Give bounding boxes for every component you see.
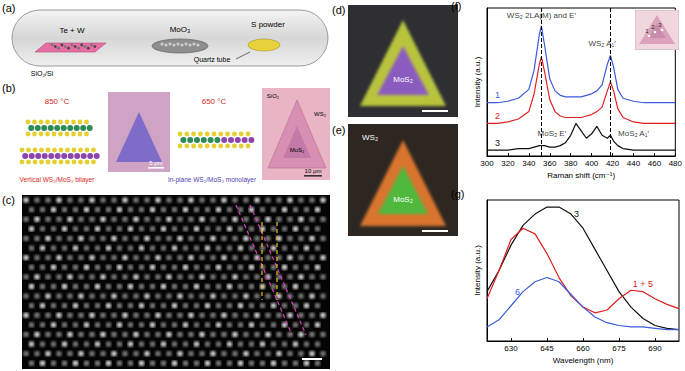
svg-text:2: 2 bbox=[495, 111, 500, 121]
svg-text:6: 6 bbox=[515, 287, 520, 297]
svg-text:630: 630 bbox=[504, 344, 518, 353]
svg-text:690: 690 bbox=[648, 344, 662, 353]
svg-text:480: 480 bbox=[669, 159, 683, 168]
svg-text:Vertical WS₂/MoS₂ bilayer: Vertical WS₂/MoS₂ bilayer bbox=[20, 176, 96, 184]
svg-text:1: 1 bbox=[495, 90, 500, 100]
svg-text:MoS₂ A₁′: MoS₂ A₁′ bbox=[618, 129, 649, 138]
svg-text:MoS₂: MoS₂ bbox=[290, 147, 305, 153]
svg-text:WS₂: WS₂ bbox=[314, 111, 327, 117]
svg-text:In-plane WS₂/MoS₂ monolayer: In-plane WS₂/MoS₂ monolayer bbox=[168, 176, 257, 184]
svg-text:WS₂: WS₂ bbox=[362, 133, 378, 142]
svg-text:(b): (b) bbox=[2, 82, 15, 94]
svg-text:(a): (a) bbox=[2, 2, 15, 14]
svg-text:400: 400 bbox=[585, 159, 599, 168]
svg-text:SiO₂: SiO₂ bbox=[267, 93, 280, 99]
html-text:(f): (f) bbox=[451, 0, 462, 12]
svg-text:3: 3 bbox=[495, 138, 500, 148]
svg-text:360: 360 bbox=[543, 159, 557, 168]
svg-text:850 °C: 850 °C bbox=[45, 97, 70, 106]
svg-text:Intensity (a.u.): Intensity (a.u.) bbox=[473, 245, 482, 296]
svg-text:675: 675 bbox=[612, 344, 626, 353]
svg-text:340: 340 bbox=[522, 159, 536, 168]
svg-text:Wavelength (nm): Wavelength (nm) bbox=[553, 356, 614, 365]
svg-text:MoS₂ E′: MoS₂ E′ bbox=[537, 129, 567, 139]
svg-text:Quartz tube: Quartz tube bbox=[194, 56, 231, 64]
svg-text:460: 460 bbox=[648, 159, 662, 168]
svg-text:Te + W: Te + W bbox=[59, 26, 85, 35]
svg-text:1 + 5: 1 + 5 bbox=[633, 279, 653, 289]
svg-text:Intensity (a.u.): Intensity (a.u.) bbox=[473, 56, 482, 107]
svg-text:3: 3 bbox=[658, 22, 662, 28]
svg-text:(c): (c) bbox=[2, 194, 15, 206]
svg-text:Raman shift (cm⁻¹): Raman shift (cm⁻¹) bbox=[547, 171, 615, 180]
svg-text:440: 440 bbox=[627, 159, 641, 168]
svg-text:320: 320 bbox=[501, 159, 515, 168]
html-text:(g): (g) bbox=[451, 188, 465, 200]
svg-text:WS₂ A₁′: WS₂ A₁′ bbox=[588, 39, 616, 48]
svg-text:(e): (e) bbox=[332, 124, 345, 136]
svg-text:MoO₃: MoO₃ bbox=[170, 25, 191, 34]
svg-text:10 μm: 10 μm bbox=[305, 168, 322, 174]
svg-text:5 μm: 5 μm bbox=[149, 160, 162, 166]
svg-text:3: 3 bbox=[574, 209, 579, 219]
svg-text:1: 1 bbox=[645, 28, 649, 34]
svg-text:645: 645 bbox=[540, 344, 554, 353]
svg-text:WS₂ 2LA(M) and E′: WS₂ 2LA(M) and E′ bbox=[506, 10, 576, 20]
svg-text:(d): (d) bbox=[332, 4, 345, 16]
svg-text:SiO₂/Si: SiO₂/Si bbox=[31, 70, 54, 77]
svg-text:420: 420 bbox=[606, 159, 620, 168]
svg-text:380: 380 bbox=[564, 159, 578, 168]
svg-text:300: 300 bbox=[480, 159, 494, 168]
svg-text:650 °C: 650 °C bbox=[202, 97, 227, 106]
svg-text:660: 660 bbox=[576, 344, 590, 353]
svg-text:MoS₂: MoS₂ bbox=[393, 195, 413, 204]
svg-text:2: 2 bbox=[651, 24, 655, 30]
svg-text:MoS₂: MoS₂ bbox=[393, 75, 413, 84]
svg-text:S powder: S powder bbox=[251, 20, 285, 29]
